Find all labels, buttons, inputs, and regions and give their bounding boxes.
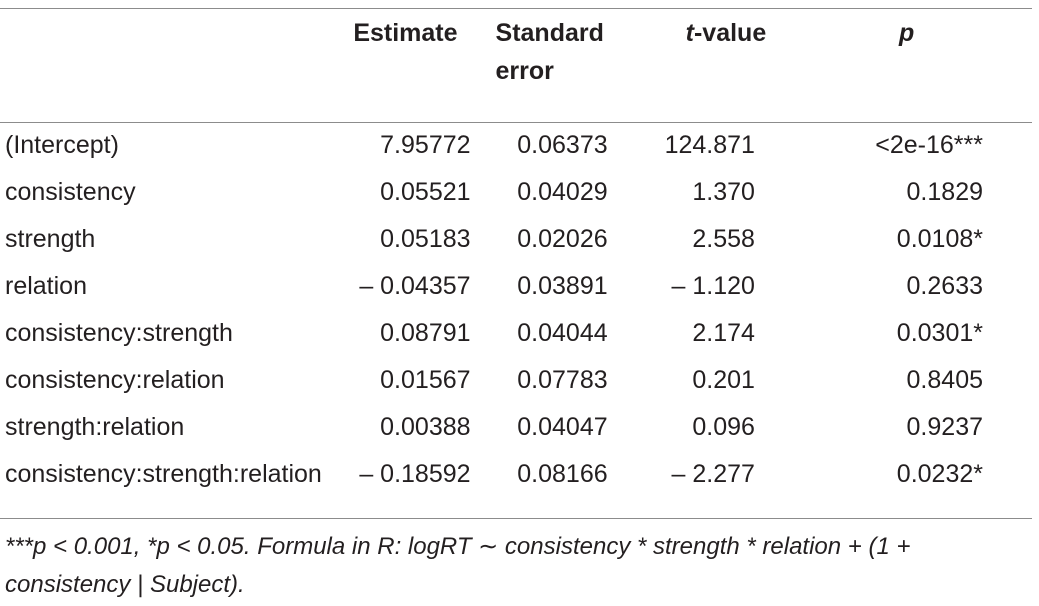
table-body: (Intercept) 7.95772 0.06373 124.871 <2e-16**… <box>0 122 1039 498</box>
header-standard-error: Standard error <box>473 14 639 122</box>
cell-label: strength:relation <box>5 413 185 441</box>
cell-standard-error: 0.03891 <box>517 272 608 300</box>
cell-standard-error: 0.04029 <box>517 178 608 206</box>
cell-t-value: 0.096 <box>692 413 755 441</box>
cell-standard-error: 0.06373 <box>517 131 608 159</box>
table-bottom-rule <box>0 518 1032 519</box>
table-row: strength 0.05183 0.02026 2.558 0.0108* <box>0 216 1039 263</box>
table-row: consistency 0.05521 0.04029 1.370 0.1829 <box>0 169 1039 216</box>
table-footnote: ***p < 0.001, *p < 0.05. Formula in R: l… <box>5 533 911 598</box>
cell-p-value: 0.1829 <box>906 178 983 206</box>
cell-standard-error: 0.07783 <box>517 366 608 394</box>
table-row: (Intercept) 7.95772 0.06373 124.871 <2e-16**… <box>0 122 1039 169</box>
table-row: consistency:strength:relation – 0.18592 0.… <box>0 451 1039 498</box>
header-t-rest: -value <box>693 19 767 47</box>
header-t-value: t-value <box>639 14 787 122</box>
cell-t-value: 2.558 <box>692 225 755 253</box>
cell-label: consistency:strength:relation <box>5 460 322 488</box>
cell-t-value: – 1.120 <box>671 272 755 300</box>
cell-t-value: 124.871 <box>664 131 755 159</box>
cell-p-value: 0.0108* <box>896 225 983 253</box>
cell-t-value: – 2.277 <box>671 460 755 488</box>
cell-estimate: – 0.18592 <box>359 460 471 488</box>
header-row: Estimate Standard error t-value p <box>0 14 1039 122</box>
cell-label: consistency <box>5 178 136 206</box>
header-standard-error-text: Standard error <box>495 19 604 85</box>
table-row: consistency:relation 0.01567 0.07783 0.201 0… <box>0 357 1039 404</box>
header-p: p <box>898 19 915 47</box>
cell-label: consistency:strength <box>5 319 233 347</box>
cell-estimate: 0.08791 <box>380 319 471 347</box>
cell-t-value: 0.201 <box>692 366 755 394</box>
cell-standard-error: 0.04047 <box>517 413 608 441</box>
table-row: consistency:strength 0.08791 0.04044 2.174 0… <box>0 310 1039 357</box>
cell-estimate: 0.05521 <box>380 178 471 206</box>
cell-label: relation <box>5 272 87 300</box>
table-row: relation – 0.04357 0.03891 – 1.120 0.2633 <box>0 263 1039 310</box>
cell-p-value: 0.2633 <box>906 272 983 300</box>
header-label <box>0 14 339 122</box>
table-header-rule <box>0 122 1032 123</box>
cell-p-value: 0.0301* <box>896 319 983 347</box>
cell-estimate: 0.00388 <box>380 413 471 441</box>
cell-p-value: 0.9237 <box>906 413 983 441</box>
table-header: Estimate Standard error t-value p <box>0 14 1039 122</box>
cell-standard-error: 0.08166 <box>517 460 608 488</box>
cell-label: consistency:relation <box>5 366 225 394</box>
cell-estimate: 0.05183 <box>380 225 471 253</box>
cell-standard-error: 0.04044 <box>517 319 608 347</box>
cell-label: (Intercept) <box>5 131 119 159</box>
cell-p-value: <2e-16*** <box>875 131 983 159</box>
cell-p-value: 0.0232* <box>896 460 983 488</box>
cell-standard-error: 0.02026 <box>517 225 608 253</box>
cell-estimate: – 0.04357 <box>359 272 471 300</box>
header-t-italic: t <box>685 19 694 47</box>
regression-table: Estimate Standard error t-value p (Inter… <box>0 14 1039 498</box>
table-row: strength:relation 0.00388 0.04047 0.096 0.92… <box>0 404 1039 451</box>
table-top-rule <box>0 8 1032 9</box>
cell-t-value: 1.370 <box>692 178 755 206</box>
cell-estimate: 0.01567 <box>380 366 471 394</box>
cell-p-value: 0.8405 <box>906 366 983 394</box>
header-estimate: Estimate <box>353 19 458 47</box>
cell-t-value: 2.174 <box>692 319 755 347</box>
cell-estimate: 7.95772 <box>380 131 471 159</box>
cell-label: strength <box>5 225 96 253</box>
